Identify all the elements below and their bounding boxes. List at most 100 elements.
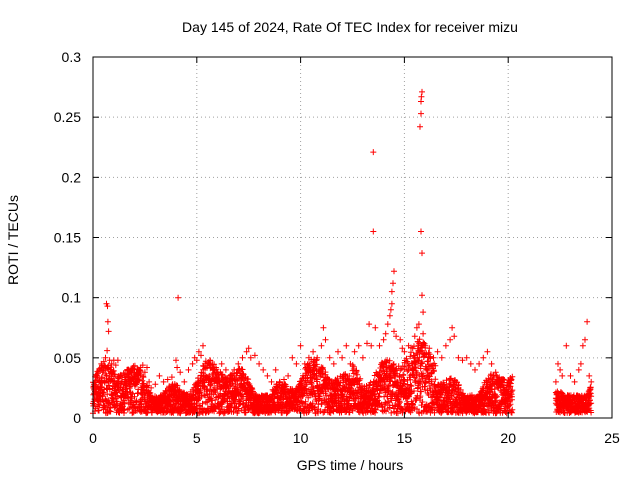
data-point (218, 360, 225, 367)
y-tick-label: 0.15 (54, 230, 81, 246)
data-point (380, 336, 387, 343)
data-point (313, 357, 320, 364)
data-point (449, 324, 456, 331)
data-point (193, 405, 200, 412)
data-point (467, 360, 474, 367)
data-point (387, 306, 394, 313)
data-point (552, 378, 559, 385)
data-point (124, 388, 131, 395)
data-point (260, 366, 267, 373)
data-point (351, 348, 358, 355)
data-point (230, 408, 237, 415)
data-point (174, 364, 181, 371)
data-point (366, 321, 373, 328)
data-point (586, 372, 593, 379)
data-point (107, 408, 114, 415)
data-point (563, 342, 570, 349)
data-point (222, 366, 229, 373)
data-point (419, 88, 425, 95)
data-point (245, 376, 252, 383)
data-point (239, 354, 246, 361)
data-point (480, 354, 487, 361)
data-point (303, 381, 310, 388)
data-point (100, 389, 107, 396)
data-point (588, 378, 595, 385)
data-point (283, 383, 290, 390)
data-point (264, 372, 271, 379)
data-point (488, 360, 495, 367)
data-point (99, 374, 105, 381)
data-point (447, 336, 454, 343)
data-point (451, 333, 458, 340)
data-point (418, 228, 424, 235)
x-tick-label: 15 (397, 430, 413, 446)
data-point (484, 348, 491, 355)
data-point (272, 366, 279, 373)
y-tick-label: 0.1 (62, 290, 82, 306)
data-point (135, 376, 142, 382)
data-point (584, 318, 591, 325)
data-point (438, 354, 445, 361)
x-tick-label: 5 (193, 430, 201, 446)
data-point (390, 280, 396, 287)
data-point (575, 366, 582, 373)
data-point (420, 309, 427, 316)
data-point (397, 336, 404, 343)
data-point (224, 398, 231, 405)
data-point (314, 376, 321, 383)
y-tick-label: 0.2 (62, 169, 82, 185)
data-point (355, 342, 362, 349)
data-point (131, 403, 138, 410)
data-point (312, 404, 318, 410)
data-point (297, 342, 304, 349)
data-point (472, 366, 478, 373)
data-point (336, 382, 343, 389)
data-point (144, 382, 151, 389)
data-point (156, 372, 163, 379)
data-point (577, 360, 584, 367)
data-point (353, 367, 360, 374)
data-point (418, 93, 425, 100)
data-point (339, 354, 346, 361)
data-point (189, 360, 196, 367)
data-point (104, 347, 111, 354)
data-point (181, 378, 188, 385)
data-point (320, 324, 327, 331)
data-point (298, 399, 305, 406)
data-point (567, 372, 574, 379)
data-point (207, 381, 213, 388)
data-point (370, 149, 377, 156)
data-point (555, 360, 561, 367)
y-tick-label: 0.25 (54, 109, 81, 125)
data-point (434, 348, 441, 355)
data-point (293, 360, 300, 367)
data-point (175, 294, 182, 301)
data-point (136, 377, 143, 384)
data-point (476, 360, 483, 367)
data-point (224, 375, 231, 382)
data-point (200, 342, 206, 349)
y-tick-label: 0.3 (62, 49, 82, 65)
data-point (386, 312, 393, 319)
data-point (131, 393, 138, 400)
data-point (105, 328, 112, 335)
data-point (106, 386, 113, 393)
background-noise-band (90, 336, 595, 417)
data-point (582, 336, 588, 343)
data-point (326, 354, 333, 361)
data-point (559, 372, 566, 379)
data-point (382, 330, 389, 337)
data-point (239, 366, 246, 373)
data-point (318, 342, 325, 349)
data-point (219, 371, 226, 378)
y-axis-label: ROTI / TECUs (5, 195, 21, 285)
y-tick-label: 0.05 (54, 350, 81, 366)
x-tick-label: 25 (604, 430, 620, 446)
data-point (199, 400, 206, 407)
data-point (284, 409, 291, 416)
data-point (285, 372, 292, 379)
data-point (177, 369, 184, 376)
data-point (240, 400, 247, 407)
grid-lines (93, 57, 612, 418)
data-point (420, 330, 427, 337)
